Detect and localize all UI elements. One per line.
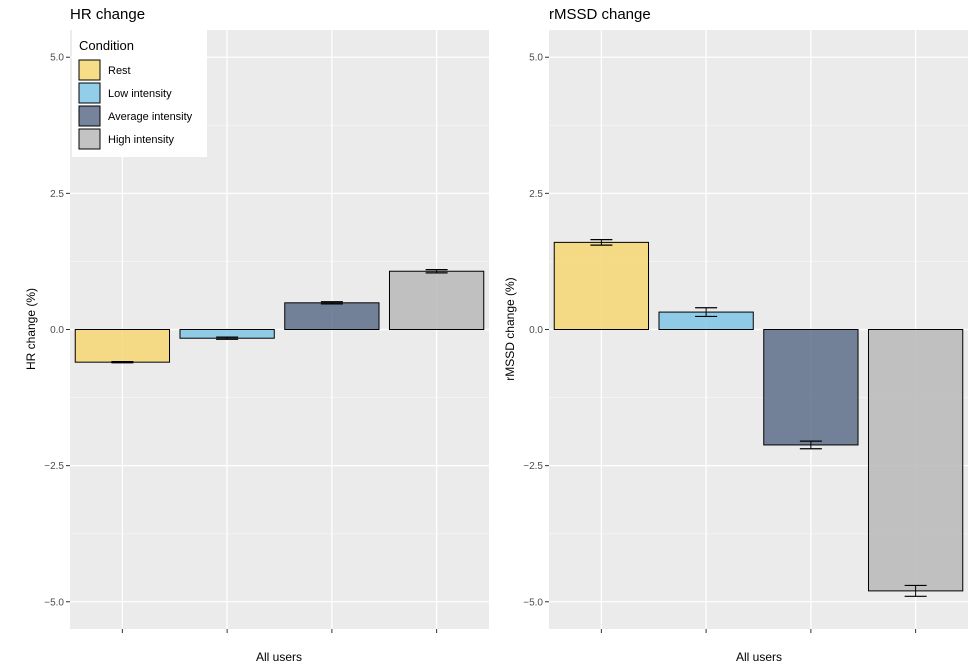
- panel-rmssd-change: rMSSD change 5.0 2.5 0.0 −2.5 −5.0 rMSSD cha…: [503, 6, 968, 664]
- error-bar: [320, 301, 343, 305]
- y-tick-label: 2.5: [50, 189, 64, 200]
- y-ticks: 5.0 2.5 0.0 −2.5 −5.0: [523, 53, 549, 608]
- bars: [74, 270, 485, 363]
- y-ticks: 5.0 2.5 0.0 −2.5 −5.0: [44, 53, 70, 608]
- y-tick-label: −5.0: [44, 597, 64, 608]
- legend-swatch: [78, 128, 101, 150]
- bar-rest: [553, 241, 650, 330]
- x-axis-label: All users: [736, 650, 782, 664]
- y-tick-label: 5.0: [50, 53, 64, 64]
- legend-entry: Low intensity: [78, 82, 172, 104]
- y-tick-label: −2.5: [44, 461, 64, 472]
- error-bar: [425, 269, 448, 274]
- error-bar: [799, 440, 822, 450]
- x-ticks: [600, 629, 917, 633]
- error-bar: [216, 336, 239, 340]
- y-tick-label: 2.5: [529, 189, 543, 200]
- legend-swatch: [78, 82, 101, 104]
- legend-label: Average intensity: [108, 111, 193, 123]
- y-tick-label: 0.0: [529, 325, 543, 336]
- bar-average-intensity: [763, 329, 859, 446]
- y-axis-label: rMSSD change (%): [503, 277, 517, 380]
- legend-entry: Average intensity: [78, 105, 193, 127]
- legend-label: High intensity: [108, 134, 175, 146]
- error-bar: [590, 239, 613, 246]
- error-bar: [904, 584, 927, 597]
- bar-high-intensity: [867, 329, 964, 592]
- error-bar: [111, 361, 134, 364]
- legend-swatch: [78, 105, 101, 127]
- panel-title: HR change: [70, 6, 145, 23]
- error-bars: [590, 239, 927, 597]
- legend-entry: Rest: [78, 59, 131, 81]
- bar-average-intensity: [284, 302, 380, 330]
- y-tick-label: −5.0: [523, 597, 543, 608]
- y-axis-label: HR change (%): [24, 288, 38, 370]
- legend-title: Condition: [79, 38, 134, 53]
- y-tick-label: −2.5: [523, 461, 543, 472]
- bars: [553, 241, 964, 592]
- x-axis-label: All users: [256, 650, 302, 664]
- legend-swatch: [78, 59, 101, 81]
- x-ticks: [121, 629, 438, 633]
- y-tick-label: 5.0: [529, 53, 543, 64]
- bar-rest: [74, 329, 171, 363]
- y-tick-label: 0.0: [50, 325, 64, 336]
- error-bars: [111, 269, 448, 364]
- legend-label: Rest: [108, 65, 131, 77]
- bar-high-intensity: [388, 270, 485, 331]
- legend-entry: High intensity: [78, 128, 175, 150]
- error-bar: [695, 307, 718, 318]
- panel-title: rMSSD change: [549, 6, 651, 23]
- legend: Condition Rest Low intensity Average inten…: [72, 30, 207, 157]
- legend-label: Low intensity: [108, 88, 172, 100]
